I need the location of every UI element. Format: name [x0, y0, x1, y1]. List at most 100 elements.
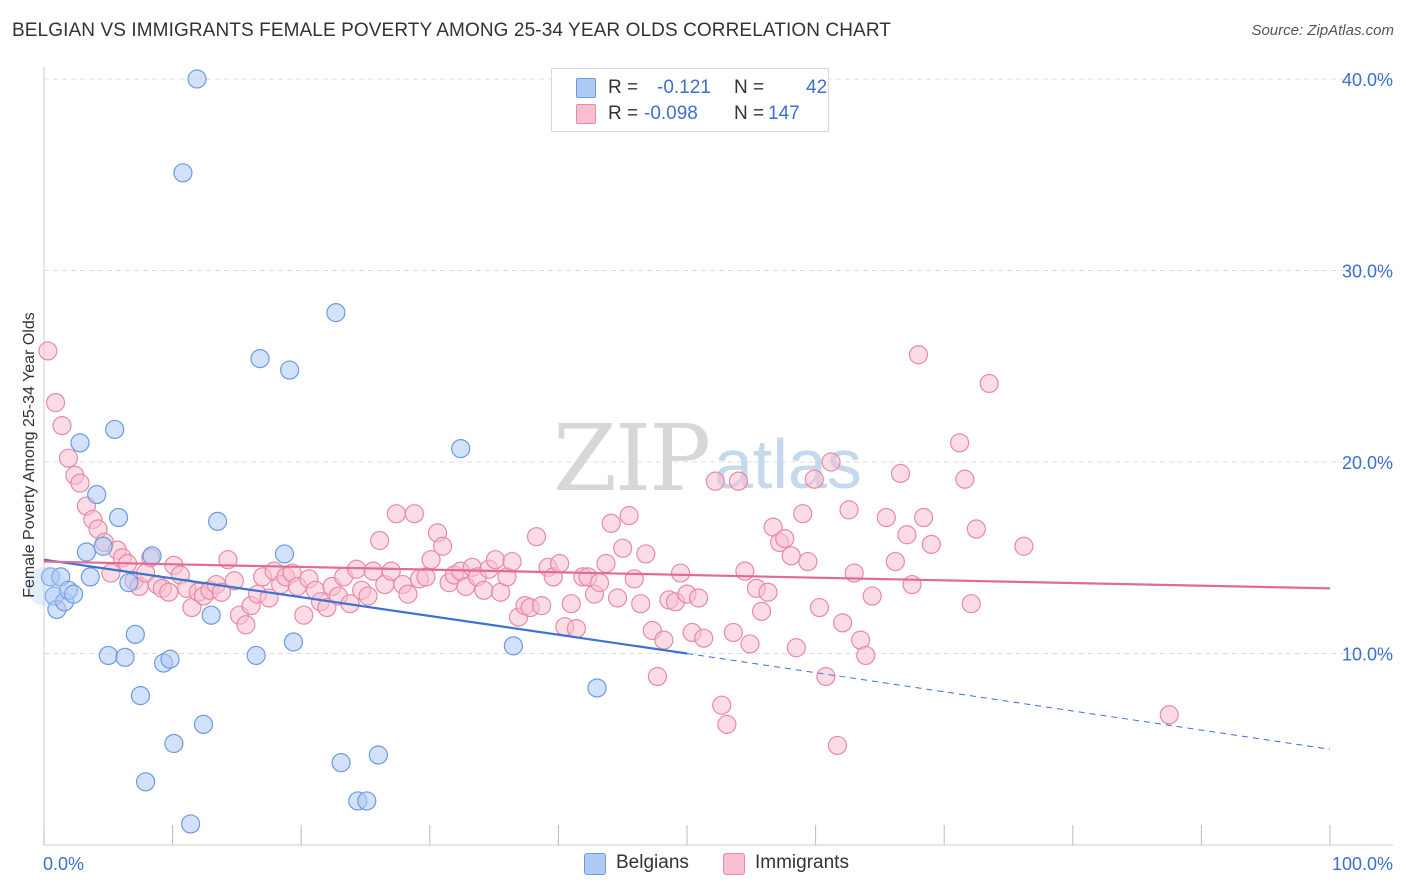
belgians-point	[119, 573, 139, 593]
belgians-point	[503, 636, 523, 656]
immigrants-point	[804, 469, 824, 489]
belgians-point	[246, 645, 266, 666]
immigrants-point	[218, 550, 238, 570]
legend-n-value: 42	[806, 77, 828, 98]
immigrants-point	[914, 507, 934, 528]
legend-r-value: -0.098	[644, 103, 698, 124]
immigrants-point	[839, 500, 859, 520]
immigrants-point	[670, 563, 691, 583]
y-tick-label: 40.0%	[1342, 70, 1393, 90]
immigrants-point	[827, 735, 848, 756]
immigrants-point	[902, 574, 922, 595]
immigrants-point	[885, 551, 905, 572]
immigrants-point	[793, 504, 813, 524]
belgians-point	[201, 605, 221, 625]
immigrants-point	[474, 580, 494, 600]
y-axis-label: Female Poverty Among 25-34 Year Olds	[21, 312, 38, 598]
immigrants-point	[589, 573, 610, 593]
immigrants-point	[921, 534, 941, 554]
immigrants-point	[890, 463, 911, 484]
belgians-point	[193, 714, 214, 734]
belgians-point	[326, 303, 346, 323]
immigrants-point	[381, 561, 401, 581]
belgians-trend-line	[43, 558, 688, 655]
belgians-point	[451, 438, 471, 459]
immigrants-point	[705, 471, 725, 491]
immigrants-point	[607, 588, 628, 608]
bottom-legend-swatch-immigrants	[723, 853, 745, 875]
immigrants-point	[624, 569, 644, 589]
bottom-legend-swatch-belgians	[584, 853, 606, 875]
belgians-point	[130, 686, 151, 706]
immigrants-point	[961, 594, 981, 614]
legend-swatch-immigrants	[576, 104, 596, 124]
belgians-point	[135, 772, 156, 792]
belgians-trend-extension	[686, 653, 1331, 750]
y-tick-label: 10.0%	[1342, 645, 1393, 665]
belgians-point	[181, 814, 201, 834]
immigrants-point	[532, 596, 552, 616]
immigrants-point	[955, 469, 975, 489]
belgians-point	[283, 632, 304, 652]
immigrants-point	[688, 588, 709, 608]
belgians-point	[274, 544, 295, 564]
immigrants-point	[224, 571, 244, 591]
immigrants-point	[897, 525, 917, 545]
belgians-point	[187, 69, 207, 89]
belgians-point	[125, 624, 145, 644]
immigrants-point	[52, 416, 72, 436]
belgians-point	[142, 546, 162, 566]
correlation-legend: R = -0.121 N = 42 R = -0.098 N = 147	[551, 68, 829, 132]
belgians-cluster-point	[26, 566, 67, 607]
belgians-point	[115, 647, 135, 667]
immigrants-trend-line	[43, 560, 1331, 590]
immigrants-point	[485, 550, 505, 570]
trend-lines	[43, 558, 1331, 750]
belgians-point	[63, 584, 84, 604]
immigrants-point	[740, 634, 760, 654]
series-belgians	[26, 69, 607, 834]
belgians-point	[70, 433, 90, 453]
belgians-point	[93, 536, 113, 556]
immigrants-point	[786, 638, 806, 658]
immigrants-point	[317, 597, 337, 618]
immigrants-point	[358, 586, 378, 606]
immigrants-point	[908, 345, 929, 365]
belgians-point	[280, 360, 300, 380]
belgians-point	[208, 511, 228, 531]
immigrants-point	[596, 553, 616, 574]
immigrants-point	[862, 586, 882, 606]
x-tick-label: 100.0%	[1332, 854, 1393, 874]
immigrants-point	[723, 622, 743, 643]
immigrants-point	[694, 628, 714, 648]
watermark-zip: ZIP	[553, 405, 709, 512]
immigrants-point	[404, 504, 424, 524]
immigrants-point	[1159, 705, 1179, 725]
immigrants-point	[717, 714, 737, 734]
watermark: ZIP atlas	[553, 405, 862, 512]
bottom-legend-label-belgians: Belgians	[616, 852, 689, 873]
axes	[43, 67, 1393, 846]
y-tick-label: 20.0%	[1342, 453, 1393, 473]
immigrants-point	[619, 506, 639, 526]
y-tick-label: 30.0%	[1342, 262, 1393, 282]
immigrants-point	[236, 615, 256, 635]
legend-n-label: N =	[734, 77, 765, 98]
immigrants-point	[526, 527, 547, 547]
immigrants-point	[101, 563, 121, 583]
x-tick-labels: 0.0% 100.0%	[43, 854, 1393, 874]
legend-r-value: -0.121	[657, 77, 711, 98]
belgians-point	[164, 733, 184, 754]
immigrants-point	[159, 582, 179, 602]
immigrants-point	[728, 471, 749, 491]
immigrants-point	[502, 551, 522, 572]
immigrants-point	[712, 695, 732, 715]
immigrants-point	[979, 373, 999, 394]
series-immigrants	[38, 341, 1179, 756]
immigrants-point	[70, 473, 90, 493]
immigrants-point	[45, 393, 66, 413]
immigrants-point	[647, 666, 668, 687]
immigrants-point	[386, 504, 406, 524]
immigrants-point	[1014, 536, 1034, 556]
